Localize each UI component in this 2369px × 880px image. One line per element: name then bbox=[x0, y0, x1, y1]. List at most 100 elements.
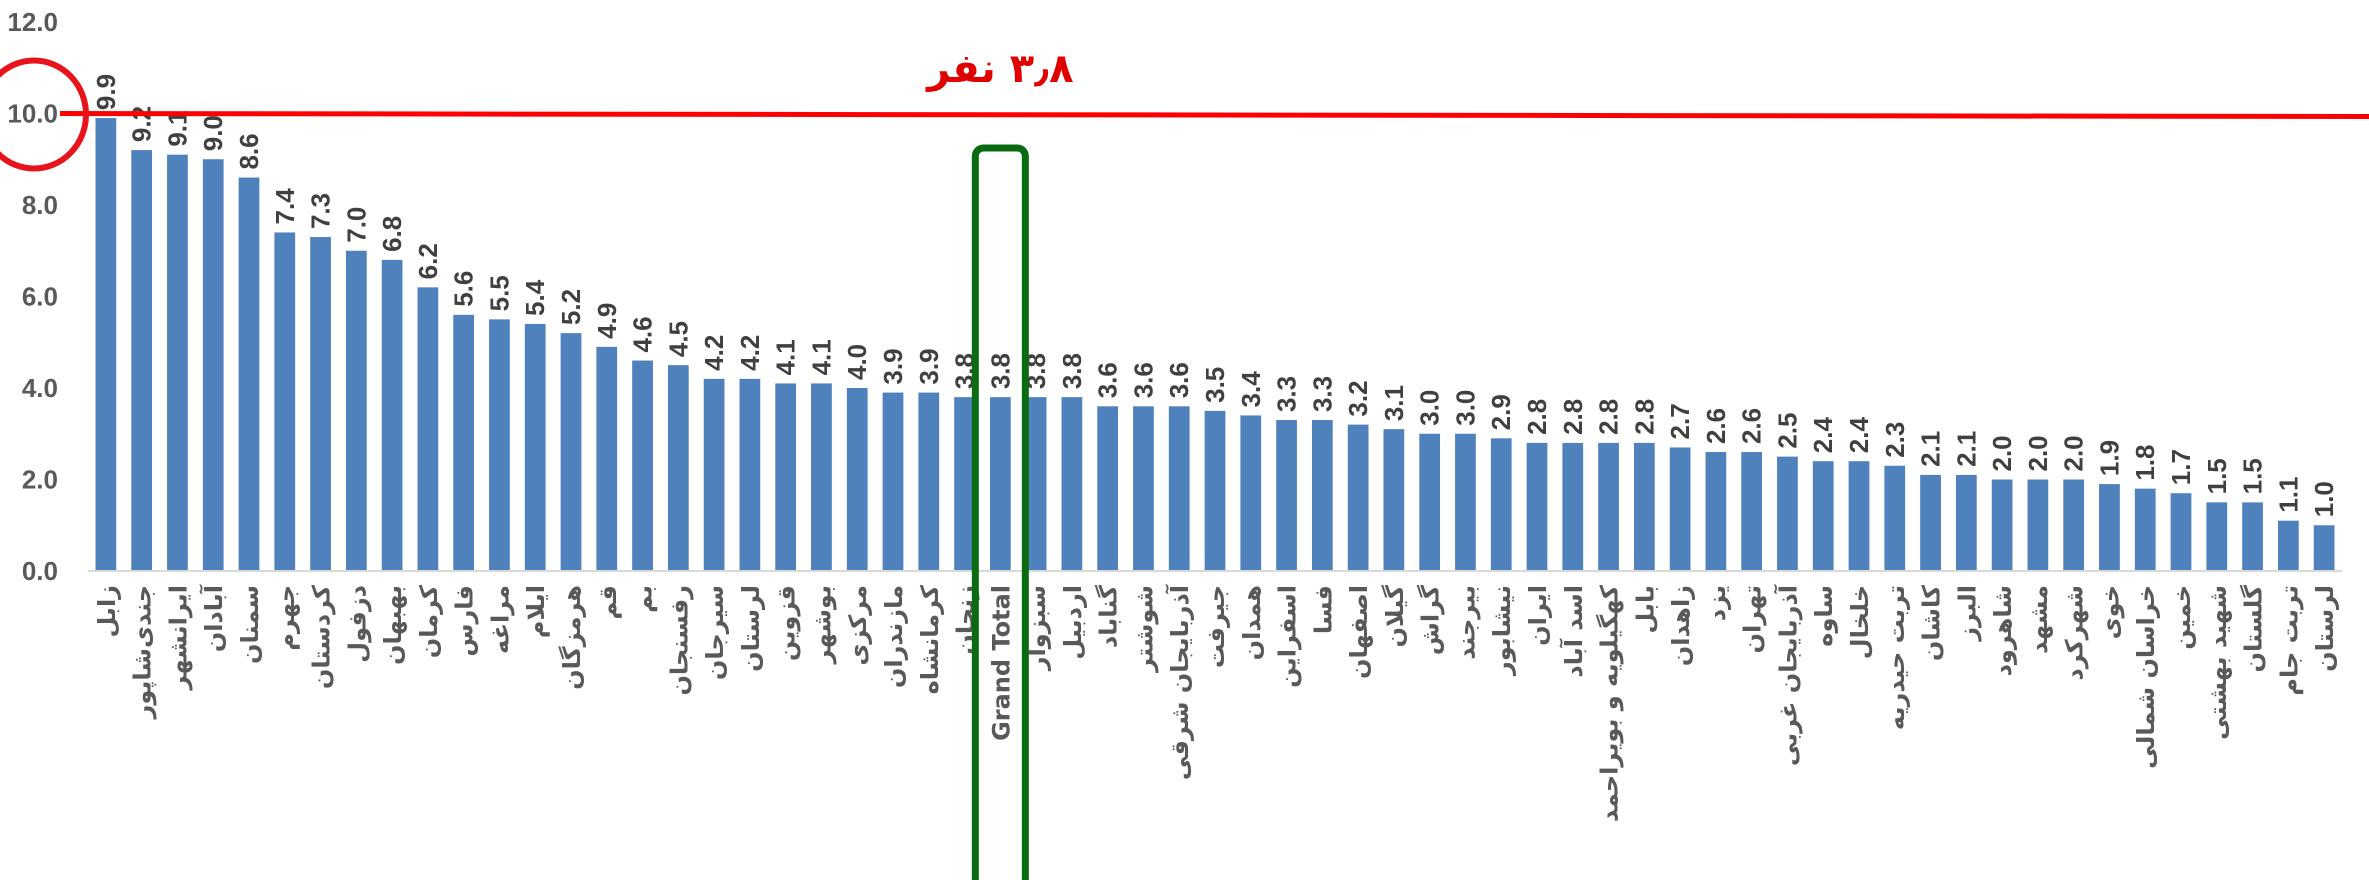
value-label: 3.3 bbox=[1272, 376, 1302, 412]
bar bbox=[1741, 452, 1763, 571]
category-label: گناباد bbox=[1095, 585, 1123, 648]
bar bbox=[1204, 410, 1226, 571]
value-label: 4.0 bbox=[842, 344, 872, 380]
category-label: هرمزگان bbox=[558, 585, 586, 690]
category-label: ایرانشهر bbox=[164, 585, 192, 691]
value-label: 2.1 bbox=[1916, 431, 1946, 467]
bar bbox=[2027, 479, 2049, 571]
bar bbox=[667, 365, 689, 571]
value-label: 8.6 bbox=[234, 133, 264, 169]
bar bbox=[1311, 420, 1333, 571]
value-label: 4.5 bbox=[663, 321, 693, 357]
category-label: ایران bbox=[1524, 585, 1552, 646]
category-label: بهبهان bbox=[379, 585, 407, 665]
bar bbox=[1526, 442, 1548, 571]
value-label: 2.7 bbox=[1665, 403, 1695, 439]
category-label: جندی‌شاپور bbox=[129, 585, 157, 719]
y-tick-label: 2.0 bbox=[22, 465, 58, 495]
category-label: شاهرود bbox=[1989, 585, 2017, 676]
value-label: 2.5 bbox=[1772, 412, 1802, 448]
bar bbox=[524, 323, 546, 571]
category-label: نیشابور bbox=[1488, 585, 1516, 676]
value-label: 3.3 bbox=[1307, 376, 1337, 412]
value-label: 6.8 bbox=[377, 216, 407, 252]
bar bbox=[1455, 433, 1476, 571]
value-label: 3.1 bbox=[1379, 385, 1409, 421]
category-label: تربت حیدریه bbox=[1882, 585, 1910, 730]
bar bbox=[2206, 502, 2228, 571]
category-label: آذربایجان شرقی bbox=[1165, 584, 1194, 780]
value-label: 3.9 bbox=[878, 348, 908, 384]
category-label: جهرم bbox=[272, 585, 300, 651]
value-label: 1.8 bbox=[2130, 444, 2160, 480]
bar bbox=[2063, 479, 2085, 571]
value-label: 4.6 bbox=[628, 316, 658, 352]
category-label: اسفراین bbox=[1274, 585, 1302, 688]
value-label: 3.9 bbox=[914, 348, 944, 384]
category-label: لرستان bbox=[2311, 585, 2339, 672]
bar bbox=[989, 397, 1011, 571]
bar bbox=[238, 177, 260, 572]
value-label: 1.0 bbox=[2309, 481, 2339, 517]
value-label: 3.2 bbox=[1343, 380, 1373, 416]
bars-group bbox=[95, 118, 2335, 572]
value-label: 3.5 bbox=[1200, 367, 1230, 403]
bar bbox=[1562, 442, 1584, 571]
value-label: 4.1 bbox=[771, 339, 801, 375]
value-label: 4.2 bbox=[735, 335, 765, 371]
category-label: بابل bbox=[1631, 585, 1659, 633]
value-label: 2.0 bbox=[2023, 435, 2053, 471]
category-label: شوشتر bbox=[1130, 585, 1158, 673]
value-label: 7.4 bbox=[270, 188, 300, 225]
value-label: 6.2 bbox=[413, 243, 443, 279]
category-label: گیلان bbox=[1381, 585, 1409, 648]
value-label: 3.4 bbox=[1236, 371, 1266, 408]
value-label: 2.9 bbox=[1486, 394, 1516, 430]
reference-line bbox=[59, 111, 2369, 119]
category-label: فارس bbox=[451, 585, 479, 657]
value-label: 2.1 bbox=[1951, 431, 1981, 467]
category-label: کاشان bbox=[1918, 585, 1946, 661]
category-label: ساوه bbox=[1810, 585, 1838, 647]
bar bbox=[1097, 406, 1119, 571]
category-label: مازندران bbox=[880, 585, 908, 688]
bar bbox=[1490, 438, 1512, 571]
bar bbox=[1598, 442, 1619, 571]
value-label: 5.2 bbox=[556, 289, 586, 325]
bar bbox=[1955, 474, 1977, 571]
bar bbox=[274, 232, 296, 571]
category-label: زابل bbox=[93, 585, 121, 637]
category-label: شهرکرد bbox=[2061, 585, 2089, 681]
category-label: خلخال bbox=[1846, 585, 1874, 659]
bar bbox=[167, 154, 188, 572]
bar bbox=[1061, 397, 1083, 571]
category-label: لرستان bbox=[737, 585, 765, 672]
bar bbox=[918, 392, 940, 571]
category-label: سیرجان bbox=[701, 585, 729, 680]
bar bbox=[1383, 429, 1405, 571]
bar bbox=[1276, 420, 1297, 571]
y-tick-label: 10.0 bbox=[7, 99, 58, 129]
value-label: 3.8 bbox=[1057, 353, 1087, 389]
value-label: 1.5 bbox=[2202, 458, 2232, 494]
category-label: کرمان bbox=[415, 585, 443, 658]
value-label: 1.5 bbox=[2238, 458, 2268, 494]
value-label: 5.6 bbox=[449, 271, 479, 307]
category-label: مشهد bbox=[2025, 585, 2053, 654]
bar bbox=[882, 392, 904, 571]
value-label: 2.0 bbox=[2059, 435, 2089, 471]
category-label: سمنان bbox=[236, 585, 264, 664]
value-label: 3.0 bbox=[1450, 390, 1480, 426]
bar bbox=[703, 378, 725, 571]
value-label: 2.8 bbox=[1558, 399, 1588, 435]
bar bbox=[811, 383, 832, 571]
y-axis-ticks-group: 0.0 2.0 4.0 6.0 8.0 10.0 12.0 bbox=[7, 7, 58, 586]
value-label: 2.3 bbox=[1880, 422, 1910, 458]
bar bbox=[954, 397, 975, 571]
category-label: خمین bbox=[2168, 585, 2196, 650]
category-label: Grand Total bbox=[987, 585, 1015, 741]
value-label: 9.9 bbox=[91, 74, 121, 110]
bar bbox=[489, 319, 510, 571]
category-label: گراش bbox=[1417, 585, 1445, 655]
value-label: 3.0 bbox=[1415, 390, 1445, 426]
